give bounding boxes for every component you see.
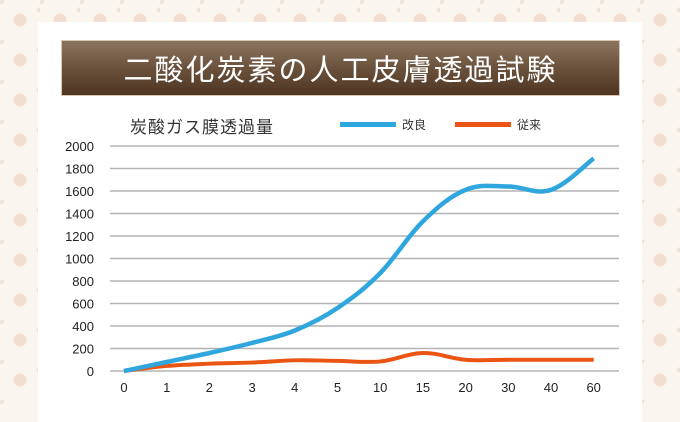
y-tick-label: 1400 bbox=[65, 207, 94, 222]
y-tick-label: 2000 bbox=[65, 139, 94, 154]
x-axis-ticks: 0 1 2 3 4 5 10 15 20 30 40 60 bbox=[120, 380, 601, 395]
x-tick-label: 15 bbox=[416, 380, 430, 395]
y-tick-label: 1200 bbox=[65, 229, 94, 244]
series-line-improved bbox=[123, 156, 596, 374]
chart-title: 炭酸ガス膜透過量 bbox=[130, 118, 274, 138]
grid-lines bbox=[110, 145, 619, 372]
x-tick-label: 2 bbox=[206, 380, 213, 395]
x-tick-label: 20 bbox=[458, 380, 472, 395]
y-tick-label: 600 bbox=[72, 297, 94, 312]
legend-swatch-conventional bbox=[455, 122, 511, 127]
legend-item-conventional: 従来 bbox=[455, 116, 541, 133]
y-tick-label: 0 bbox=[87, 364, 94, 379]
x-tick-label: 60 bbox=[586, 380, 600, 395]
x-tick-label: 5 bbox=[334, 380, 341, 395]
title-banner: 二酸化炭素の人工皮膚透過試験 bbox=[62, 41, 619, 95]
y-tick-label: 200 bbox=[72, 342, 94, 357]
x-tick-label: 10 bbox=[373, 380, 387, 395]
y-tick-label: 1600 bbox=[65, 184, 94, 199]
x-tick-label: 0 bbox=[120, 380, 127, 395]
legend-item-improved: 改良 bbox=[340, 116, 426, 133]
line-chart: 0 200 400 600 800 1000 1200 1400 1600 1800 2000 0 1… bbox=[65, 139, 619, 395]
legend-swatch-improved bbox=[340, 122, 396, 127]
y-tick-label: 800 bbox=[72, 274, 94, 289]
data-series bbox=[123, 156, 596, 374]
x-tick-label: 1 bbox=[163, 380, 170, 395]
x-tick-label: 4 bbox=[291, 380, 298, 395]
x-tick-label: 40 bbox=[544, 380, 558, 395]
legend-label-conventional: 従来 bbox=[517, 118, 542, 132]
y-tick-label: 1800 bbox=[65, 162, 94, 177]
x-tick-label: 30 bbox=[501, 380, 515, 395]
y-tick-label: 1000 bbox=[65, 252, 94, 267]
legend-label-improved: 改良 bbox=[402, 118, 427, 132]
series-line-conventional bbox=[123, 350, 594, 373]
y-tick-label: 400 bbox=[72, 319, 94, 334]
x-tick-label: 3 bbox=[248, 380, 255, 395]
y-axis-ticks: 0 200 400 600 800 1000 1200 1400 1600 1800 2000 bbox=[65, 139, 94, 379]
page-title: 二酸化炭素の人工皮膚透過試験 bbox=[123, 53, 558, 87]
